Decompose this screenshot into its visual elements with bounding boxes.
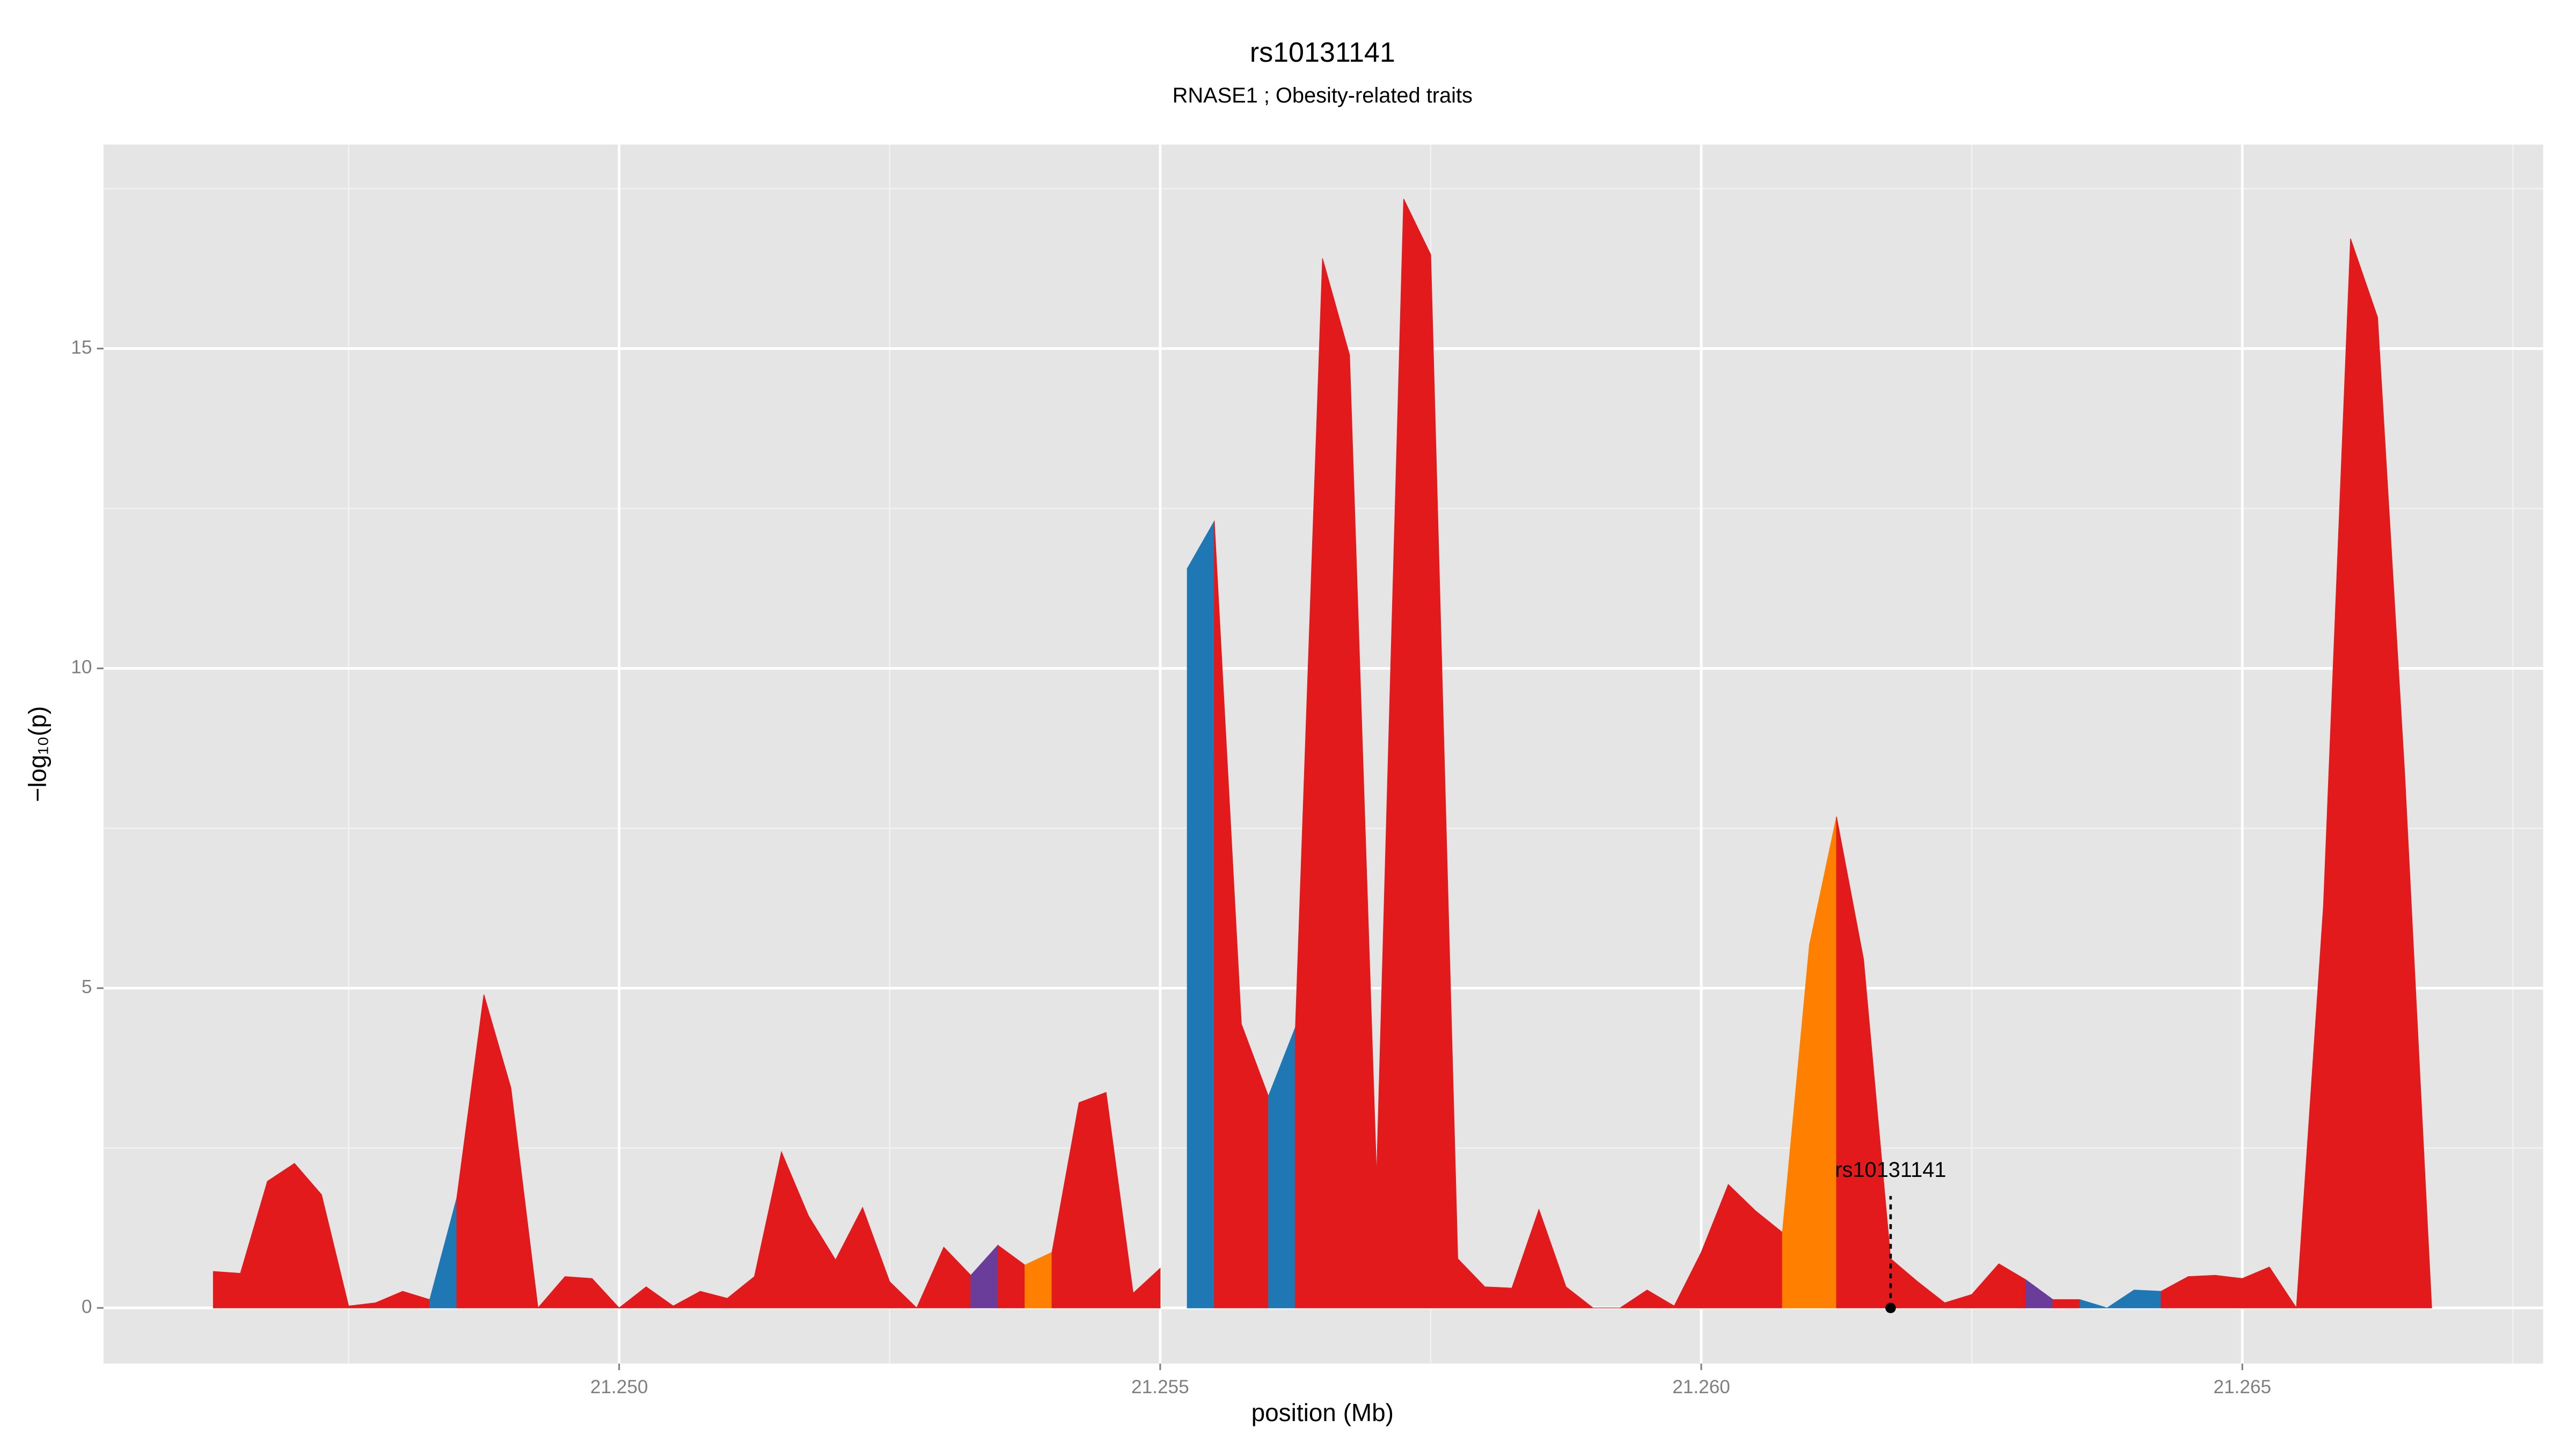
- x-tick-label: 21.255: [1131, 1377, 1189, 1397]
- area-segment: [2052, 1299, 2081, 1308]
- area-segment: [1187, 520, 1215, 1308]
- x-tick-label: 21.265: [2213, 1377, 2271, 1397]
- area-segment: [1051, 1092, 1161, 1308]
- area-segment: [1782, 816, 1837, 1308]
- area-segment: [2161, 238, 2432, 1309]
- areas: rs10131141: [213, 199, 2432, 1313]
- axes: 21.250 21.255 21.260 21.265 0 5 10 15: [71, 337, 2271, 1397]
- y-tick-label: 5: [82, 977, 92, 998]
- x-axis-label: position (Mb): [1252, 1399, 1394, 1426]
- annotation-label: rs10131141: [1835, 1158, 1946, 1182]
- area-segment: [1295, 199, 1783, 1308]
- x-tick-label: 21.260: [1672, 1377, 1730, 1397]
- y-tick-label: 10: [71, 657, 92, 678]
- annotation-point: [1885, 1302, 1896, 1313]
- area-segment: [456, 994, 971, 1309]
- y-axis-label: −log₁₀(p): [24, 706, 52, 802]
- y-tick-label: 0: [82, 1296, 92, 1317]
- chart-subtitle: RNASE1 ; Obesity-related traits: [1173, 84, 1473, 107]
- x-tick-label: 21.250: [590, 1377, 648, 1397]
- y-tick-label: 15: [71, 337, 92, 358]
- chart-title: rs10131141: [1250, 37, 1395, 68]
- area-segment: [1214, 521, 1269, 1308]
